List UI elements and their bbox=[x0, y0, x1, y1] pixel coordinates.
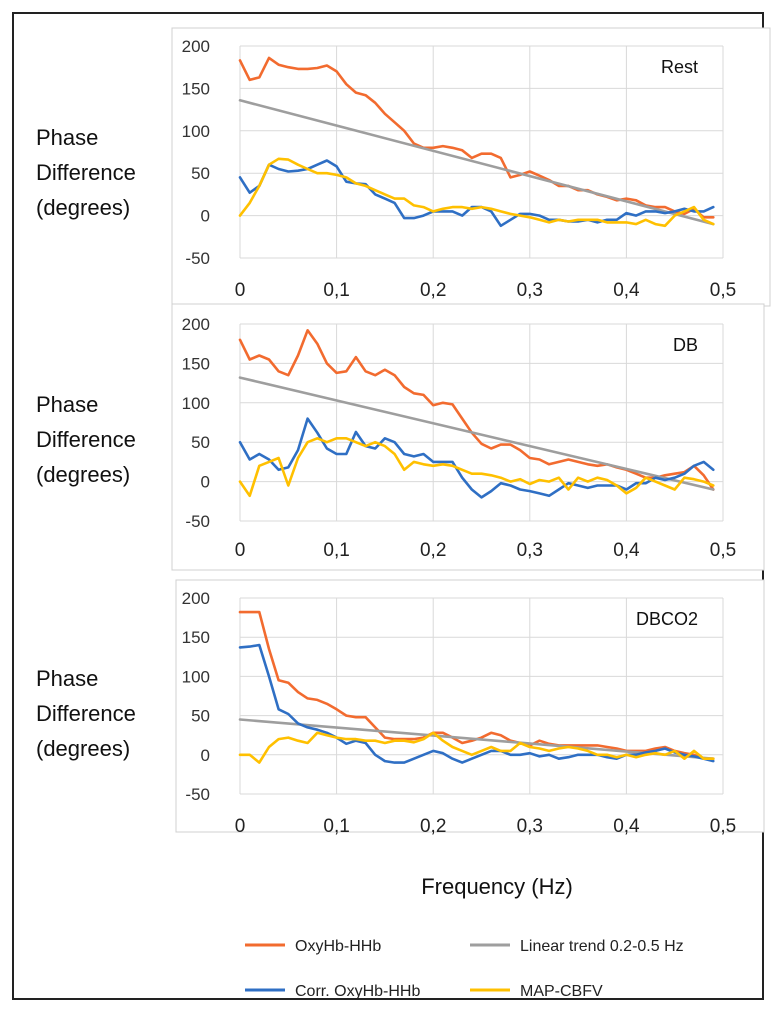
chart-panel-2: -50 0 50 100 150 200 0 0,1 0,2 0,3 0,4 0,5 DB Phase Di… bbox=[36, 303, 765, 571]
y-tick-label: 0 bbox=[201, 746, 210, 765]
chart-panel-1: -50 0 50 100 150 200 0 0,1 0,2 0,3 0,4 0,5 Rest Phase… bbox=[36, 27, 771, 307]
y-axis-label-line: Phase bbox=[36, 125, 98, 150]
x-tick-label: 0,4 bbox=[613, 540, 640, 561]
y-tick-label: 0 bbox=[201, 473, 210, 492]
x-tick-label: 0,2 bbox=[420, 280, 446, 301]
x-tick-label: 0 bbox=[235, 816, 246, 837]
y-tick-label: 150 bbox=[182, 79, 210, 98]
chart-border bbox=[175, 579, 765, 833]
legend-item: Linear trend 0.2-0.5 Hz bbox=[470, 938, 684, 955]
series-line-map-cbfv bbox=[238, 436, 715, 498]
chart-title: Rest bbox=[661, 57, 698, 77]
y-tick-label: -50 bbox=[185, 785, 210, 804]
x-tick-label: 0,3 bbox=[517, 540, 543, 561]
y-tick-label: 200 bbox=[182, 37, 210, 56]
y-axis-label-line: (degrees) bbox=[36, 736, 130, 761]
legend-item: OxyHb-HHb bbox=[245, 938, 381, 955]
y-tick-label: 200 bbox=[182, 315, 210, 334]
y-tick-label: 150 bbox=[182, 628, 210, 647]
legend-label: MAP-CBFV bbox=[520, 983, 603, 1000]
y-tick-label: 100 bbox=[182, 667, 210, 686]
series-line-linear-trend-0-2-0-5-hz bbox=[238, 718, 715, 761]
y-axis-label-line: Phase bbox=[36, 392, 98, 417]
x-tick-label: 0,2 bbox=[420, 540, 446, 561]
chart-title: DBCO2 bbox=[636, 609, 698, 629]
legend-item: Corr. OxyHb-HHb bbox=[245, 983, 420, 1000]
y-axis-label-line: (degrees) bbox=[36, 462, 130, 487]
x-tick-label: 0,3 bbox=[517, 280, 543, 301]
x-tick-label: 0,5 bbox=[710, 280, 736, 301]
x-tick-label: 0 bbox=[235, 540, 246, 561]
x-tick-label: 0,4 bbox=[613, 280, 640, 301]
x-tick-label: 0,3 bbox=[517, 816, 543, 837]
series-line-oxyhb-hhb bbox=[238, 56, 715, 219]
y-axis-label-line: Difference bbox=[36, 427, 136, 452]
y-axis-label-line: Difference bbox=[36, 701, 136, 726]
x-axis-label: Frequency (Hz) bbox=[421, 874, 573, 899]
x-tick-label: 0,4 bbox=[613, 816, 640, 837]
x-tick-label: 0,5 bbox=[710, 816, 736, 837]
x-tick-label: 0,2 bbox=[420, 816, 446, 837]
series-line-corr-oxyhb-hhb bbox=[238, 417, 715, 499]
y-tick-label: 50 bbox=[191, 707, 210, 726]
y-axis-label-line: Phase bbox=[36, 666, 98, 691]
y-tick-label: 0 bbox=[201, 207, 210, 226]
series-line-oxyhb-hhb bbox=[238, 328, 715, 491]
x-tick-label: 0 bbox=[235, 280, 246, 301]
x-tick-label: 0,1 bbox=[323, 816, 349, 837]
y-tick-label: 50 bbox=[191, 433, 210, 452]
series-line-linear-trend-0-2-0-5-hz bbox=[238, 376, 715, 491]
legend-label: Linear trend 0.2-0.5 Hz bbox=[520, 938, 684, 955]
y-axis-label-line: Difference bbox=[36, 160, 136, 185]
x-tick-label: 0,1 bbox=[323, 280, 349, 301]
y-tick-label: 200 bbox=[182, 589, 210, 608]
y-tick-label: 100 bbox=[182, 394, 210, 413]
legend-item: MAP-CBFV bbox=[470, 983, 603, 1000]
x-tick-label: 0,1 bbox=[323, 540, 349, 561]
x-tick-label: 0,5 bbox=[710, 540, 736, 561]
series-line-linear-trend-0-2-0-5-hz bbox=[238, 99, 715, 226]
legend-label: Corr. OxyHb-HHb bbox=[295, 983, 420, 1000]
chart-border bbox=[171, 303, 765, 571]
y-tick-label: 100 bbox=[182, 122, 210, 141]
y-axis-label-line: (degrees) bbox=[36, 195, 130, 220]
y-tick-label: -50 bbox=[185, 512, 210, 531]
chart-panel-3: -50 0 50 100 150 200 0 0,1 0,2 0,3 0,4 0,5 DBCO2 Phas… bbox=[36, 579, 765, 837]
chart-title: DB bbox=[673, 335, 698, 355]
legend-label: OxyHb-HHb bbox=[295, 938, 381, 955]
series-line-corr-oxyhb-hhb bbox=[238, 643, 715, 764]
y-tick-label: 150 bbox=[182, 354, 210, 373]
series-line-map-cbfv bbox=[238, 731, 715, 764]
y-tick-label: 50 bbox=[191, 164, 210, 183]
series-line-map-cbfv bbox=[238, 157, 715, 228]
y-tick-label: -50 bbox=[185, 249, 210, 268]
